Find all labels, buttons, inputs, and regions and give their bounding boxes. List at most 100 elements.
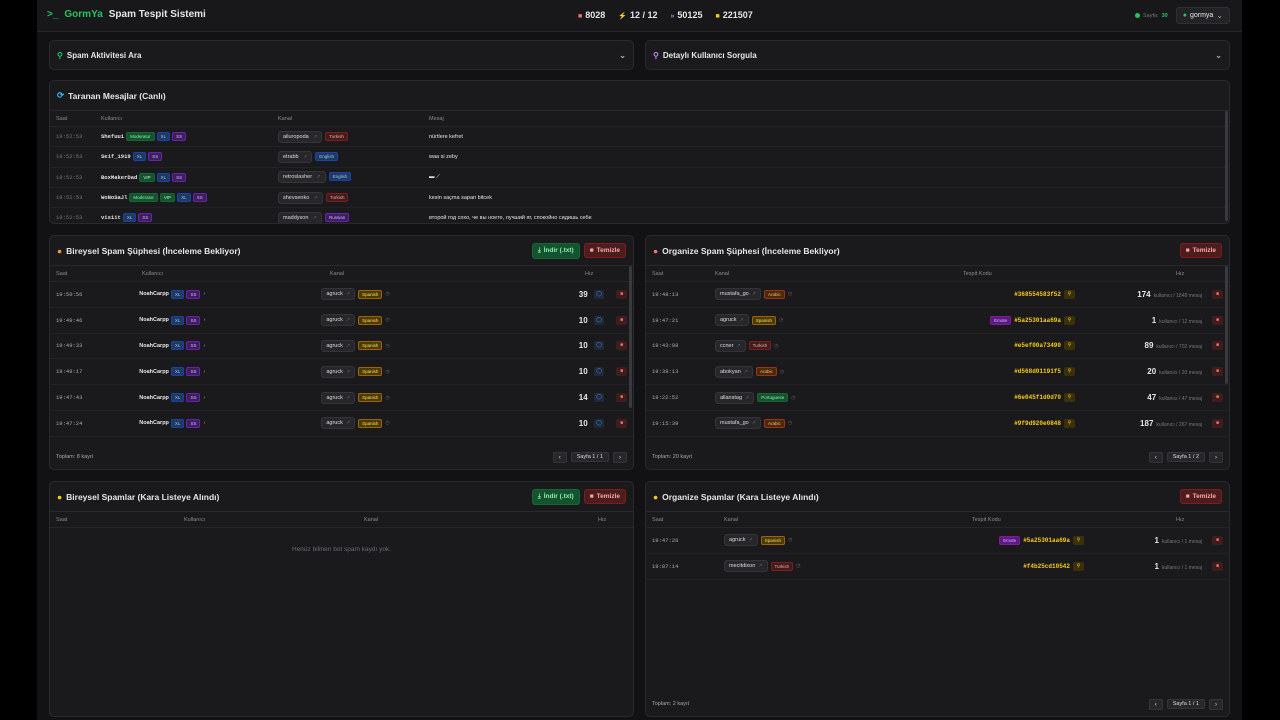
chat-button[interactable]: ◯ (593, 289, 605, 299)
channel-link[interactable]: mustafa_go ↗ (715, 417, 761, 430)
delete-button[interactable]: ■ (616, 289, 627, 299)
user-query-search[interactable]: ⚲ Detaylı Kullanıcı Sorgula ⌄ (645, 40, 1230, 70)
delete-button[interactable]: ■ (1212, 315, 1223, 325)
channel-link[interactable]: agruck ↗ (321, 339, 356, 352)
channel-link[interactable]: agruck ↗ (321, 365, 356, 378)
channel-link[interactable]: agruck ↗ (724, 534, 758, 547)
delete-button[interactable]: ■ (616, 367, 627, 377)
delete-button[interactable]: ■ (616, 315, 627, 325)
channel-link[interactable]: shevsenko ↗ (278, 191, 323, 204)
channel-link[interactable]: agruck ↗ (715, 314, 749, 327)
clear-button[interactable]: ■ Temizle (1179, 243, 1222, 258)
user-name[interactable]: NoahCarpp (139, 291, 169, 298)
delete-button[interactable]: ■ (1212, 393, 1223, 403)
download-button[interactable]: ⤓ İndir (.txt) (531, 488, 580, 505)
delete-button[interactable]: ■ (1212, 418, 1223, 428)
history-icon[interactable]: ◷ (787, 537, 793, 544)
history-icon[interactable]: ◷ (787, 420, 793, 427)
history-icon[interactable]: ◷ (385, 394, 390, 401)
chat-button[interactable]: ◯ (593, 315, 605, 325)
user-name[interactable]: vis1it (101, 214, 121, 222)
channel-link[interactable]: retroslasher ↗ (278, 171, 326, 184)
clear-button[interactable]: ■ Temizle (583, 489, 626, 504)
channel-link[interactable]: mecitdixon ↗ (724, 560, 768, 573)
history-icon[interactable]: ◷ (385, 342, 390, 349)
user-name[interactable]: NoahCarpp (139, 368, 169, 375)
chat-button[interactable]: ◯ (593, 393, 605, 403)
user-name[interactable]: Seif_1919 (101, 153, 131, 161)
history-icon[interactable]: ◷ (787, 291, 793, 298)
clear-button[interactable]: ■ Temizle (1179, 489, 1222, 504)
scrollbar[interactable] (1225, 111, 1228, 221)
channel-link[interactable]: agruck ↗ (321, 417, 356, 430)
channel-link[interactable]: ccner ↗ (715, 339, 746, 352)
eye-icon[interactable]: ◐ (203, 291, 207, 298)
next-page-button[interactable]: › (1209, 698, 1223, 710)
next-page-button[interactable]: › (1209, 451, 1223, 463)
delete-button[interactable]: ■ (1212, 535, 1223, 545)
history-icon[interactable]: ◷ (774, 342, 779, 349)
history-icon[interactable]: ◷ (778, 317, 784, 324)
search-code-button[interactable]: ⚲ (1064, 341, 1075, 351)
channel-link[interactable]: abokyan ↗ (715, 365, 753, 378)
eye-icon[interactable]: ◐ (203, 342, 207, 349)
detection-code: #368554583f52 (1014, 290, 1061, 298)
user-name[interactable]: NoahCarpp (139, 394, 169, 401)
channel-link[interactable]: maddyson ↗ (278, 211, 322, 223)
delete-button[interactable]: ■ (1212, 341, 1223, 351)
scrollbar[interactable] (629, 266, 632, 408)
chat-button[interactable]: ◯ (593, 367, 605, 377)
search-code-button[interactable]: ⚲ (1073, 535, 1084, 545)
history-icon[interactable]: ◷ (385, 420, 390, 427)
user-name[interactable]: WoNoSaJl (101, 194, 128, 202)
channel-cell: agruck ↗ Spanish ◷ (715, 314, 875, 327)
prev-page-button[interactable]: ‹ (552, 451, 567, 463)
history-icon[interactable]: ◷ (791, 394, 796, 401)
channel-link[interactable]: etrabb ↗ (278, 150, 313, 163)
scrollbar[interactable] (1225, 266, 1228, 384)
user-name[interactable]: NoahCarpp (139, 420, 169, 427)
channel-link[interactable]: agruck ↗ (321, 288, 356, 301)
eye-icon[interactable]: ◐ (203, 394, 207, 401)
delete-button[interactable]: ■ (1212, 561, 1223, 571)
delete-button[interactable]: ■ (1212, 367, 1223, 377)
history-icon[interactable]: ◷ (385, 317, 390, 324)
clear-button[interactable]: ■ Temizle (583, 243, 626, 258)
search-code-button[interactable]: ⚲ (1064, 315, 1075, 325)
channel-link[interactable]: agruck ↗ (321, 314, 356, 327)
user-name[interactable]: BoxMakerDad (101, 173, 138, 181)
user-name[interactable]: Shefuu1 (101, 133, 125, 141)
history-icon[interactable]: ◷ (385, 368, 390, 375)
prev-page-button[interactable]: ‹ (1148, 451, 1163, 463)
eye-icon[interactable]: ◐ (203, 420, 207, 427)
search-code-button[interactable]: ⚲ (1073, 561, 1084, 571)
search-code-button[interactable]: ⚲ (1064, 367, 1075, 377)
chat-button[interactable]: ◯ (593, 341, 605, 351)
delete-button[interactable]: ■ (616, 393, 627, 403)
channel-link[interactable]: allanstag ↗ (715, 391, 755, 404)
delete-button[interactable]: ■ (616, 341, 627, 351)
history-icon[interactable]: ◷ (796, 563, 801, 570)
channel-link[interactable]: ailuropoda ↗ (278, 130, 323, 143)
delete-button[interactable]: ■ (616, 418, 627, 428)
next-page-button[interactable]: › (613, 451, 627, 463)
eye-icon[interactable]: ◐ (203, 368, 207, 375)
brand[interactable]: >_ GormYa Spam Tespit Sistemi (47, 9, 206, 20)
history-icon[interactable]: ◷ (385, 291, 390, 298)
channel-link[interactable]: agruck ↗ (321, 391, 356, 404)
download-button[interactable]: ⤓ İndir (.txt) (531, 242, 580, 259)
user-name[interactable]: NoahCarpp (139, 342, 169, 349)
spam-activity-search[interactable]: ⚲ Spam Aktivitesi Ara ⌄ (49, 40, 634, 70)
channel-link[interactable]: mustafa_go ↗ (715, 288, 761, 301)
search-code-button[interactable]: ⚲ (1064, 289, 1075, 299)
user-name[interactable]: NoahCarpp (139, 317, 169, 324)
user-menu[interactable]: ● gormya ⌄ (1175, 7, 1230, 24)
speed-cell: 187 kullanıcı / 267 mesaj (1075, 419, 1202, 428)
history-icon[interactable]: ◷ (779, 368, 785, 375)
prev-page-button[interactable]: ‹ (1148, 698, 1163, 710)
delete-button[interactable]: ■ (1212, 289, 1223, 299)
eye-icon[interactable]: ◐ (203, 317, 207, 324)
search-code-button[interactable]: ⚲ (1064, 418, 1075, 428)
search-code-button[interactable]: ⚲ (1064, 393, 1075, 403)
chat-button[interactable]: ◯ (593, 418, 605, 428)
